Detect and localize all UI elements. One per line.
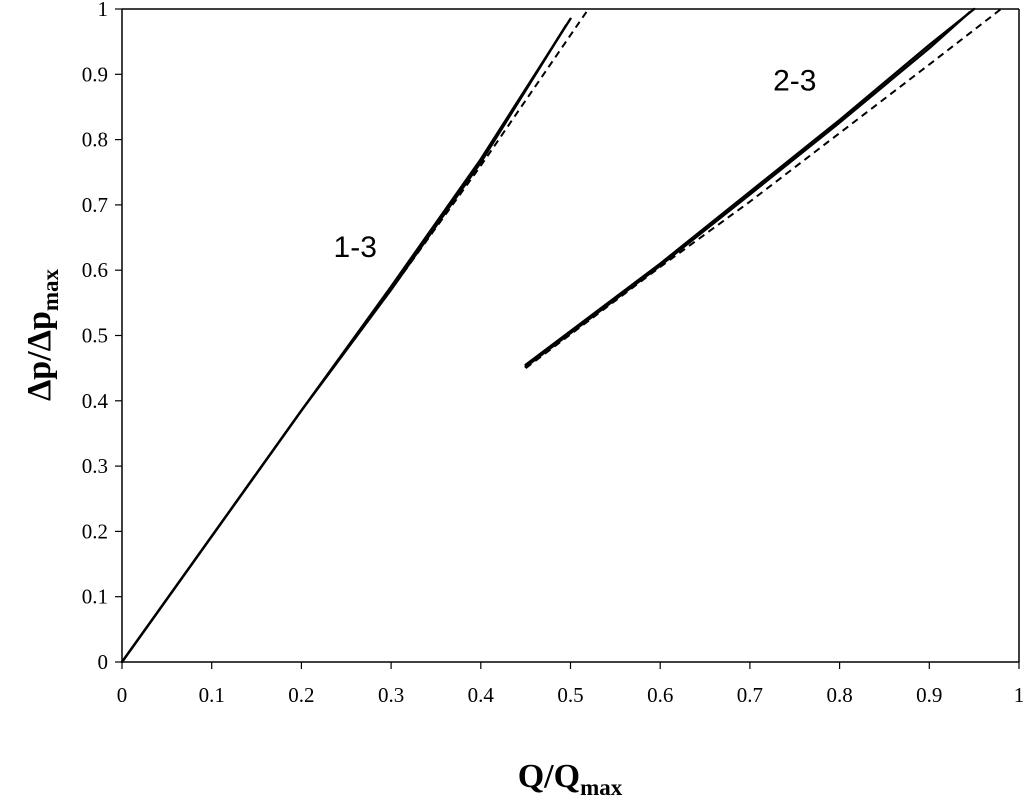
series-line-5 — [524, 11, 971, 369]
x-tick-label: 0.3 — [378, 683, 404, 707]
series-line-2 — [120, 24, 568, 664]
y-tick-label: 1 — [98, 0, 109, 21]
x-tick-label: 0.1 — [199, 683, 225, 707]
y-tick-label: 0.6 — [82, 258, 108, 282]
x-axis-title-subscript: max — [580, 775, 623, 796]
x-axis-title-main: Q/Q — [518, 758, 580, 795]
plot-area — [121, 8, 1020, 663]
y-axis-title-main: Δp/Δp — [21, 311, 58, 401]
x-axis-title: Q/Qmax — [518, 758, 623, 796]
series-line-3 — [121, 8, 590, 663]
y-tick-label: 0.2 — [82, 519, 108, 543]
x-tick-label: 1 — [1014, 683, 1024, 707]
y-tick-label: 0.7 — [82, 193, 108, 217]
y-tick-label: 0.1 — [82, 585, 108, 609]
y-tick-label: 0.9 — [82, 62, 108, 86]
x-tick-label: 0.8 — [826, 683, 852, 707]
x-tick-label: 0 — [117, 683, 128, 707]
y-tick-label: 0 — [98, 650, 109, 674]
y-tick-label: 0.8 — [82, 128, 108, 152]
curve-label-1: 1-3 — [334, 231, 377, 264]
x-tick-label: 0.2 — [288, 683, 314, 707]
x-tick-label: 0.9 — [916, 683, 942, 707]
x-tick-label: 0.4 — [468, 683, 495, 707]
series-layer — [120, 7, 1002, 664]
y-tick-label: 0.3 — [82, 454, 108, 478]
x-tick-label: 0.7 — [737, 683, 763, 707]
series-line-1 — [120, 17, 572, 664]
y-tick-label: 0.5 — [82, 324, 108, 348]
annotation-layer: 1-3 2-3 — [334, 65, 817, 265]
x-tick-label: 0.6 — [647, 683, 673, 707]
x-tick-label: 0.5 — [557, 683, 583, 707]
y-tick-label: 0.4 — [82, 389, 109, 413]
curve-label-2: 2-3 — [773, 65, 816, 98]
series-line-4 — [524, 7, 976, 367]
y-axis-title-subscript: max — [38, 268, 63, 311]
y-axis-title: Δp/Δpmax — [21, 268, 63, 401]
series-line-6 — [525, 8, 1002, 369]
ticks-layer: 0 0.1 0.2 0.3 0.4 0.5 0.6 0.7 0.8 0.9 1 0 0.1 0.2 0.3 0… — [82, 0, 1024, 707]
